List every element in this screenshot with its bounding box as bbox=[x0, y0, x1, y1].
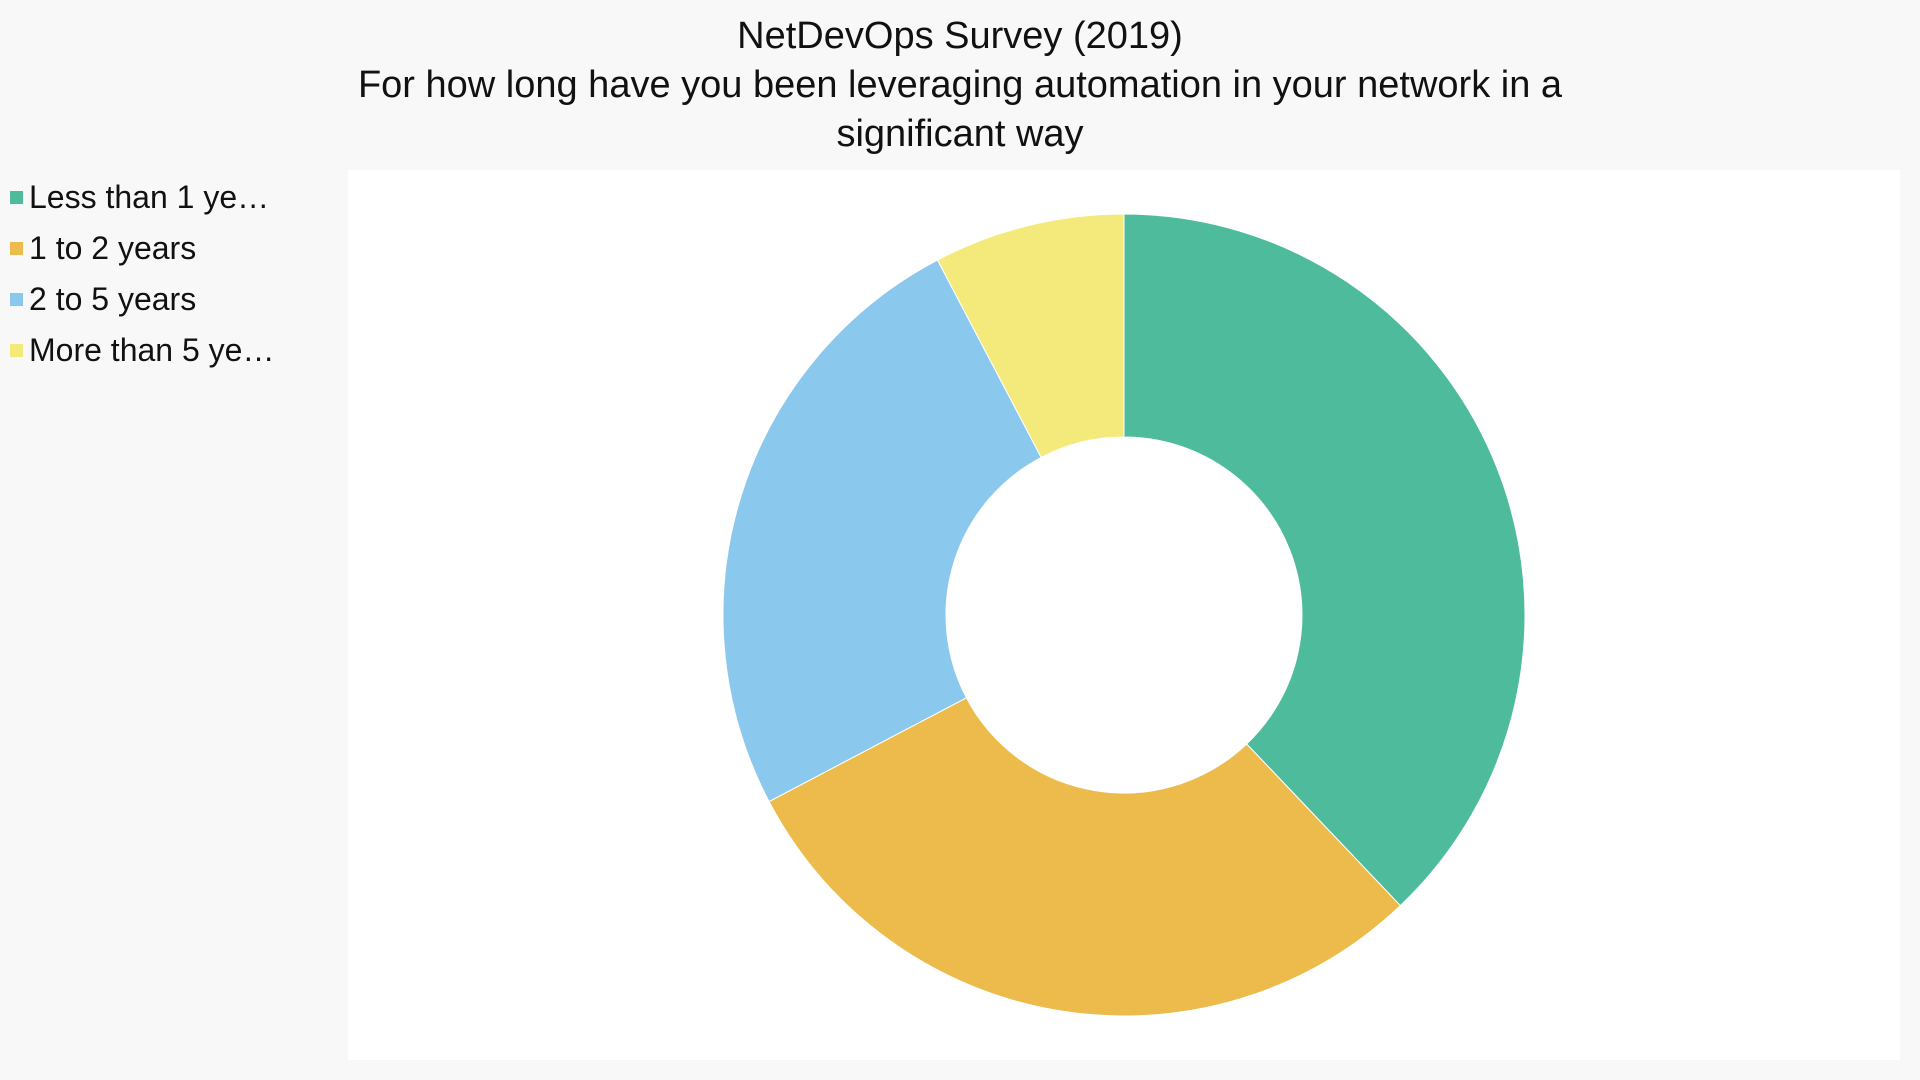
chart-subtitle-line-2: significant way bbox=[836, 113, 1084, 155]
chart-title-block: NetDevOps Survey (2019) For how long hav… bbox=[260, 12, 1660, 159]
slice-less-than-1-year bbox=[1123, 213, 1526, 907]
legend-swatch-2-to-5-years bbox=[10, 293, 23, 306]
legend-swatch-less-than-1-year bbox=[10, 191, 23, 204]
legend-item-2-to-5-years: 2 to 5 years bbox=[10, 274, 310, 325]
legend-label-less-than-1-year: Less than 1 ye… bbox=[29, 179, 270, 215]
legend: Less than 1 ye… 1 to 2 years 2 to 5 year… bbox=[10, 172, 310, 376]
slice-more-than-5-years bbox=[936, 213, 1125, 459]
slice-1-to-2-years bbox=[768, 697, 1402, 1017]
legend-label-2-to-5-years: 2 to 5 years bbox=[29, 281, 197, 317]
legend-swatch-more-than-5-years bbox=[10, 344, 23, 357]
legend-label-1-to-2-years: 1 to 2 years bbox=[29, 230, 197, 266]
legend-item-more-than-5-years: More than 5 ye… bbox=[10, 325, 310, 376]
legend-label-more-than-5-years: More than 5 ye… bbox=[29, 332, 275, 368]
legend-swatch-1-to-2-years bbox=[10, 242, 23, 255]
slice-2-to-5-years bbox=[722, 259, 1042, 803]
legend-item-less-than-1-year: Less than 1 ye… bbox=[10, 172, 310, 223]
chart-title: NetDevOps Survey (2019) bbox=[737, 15, 1183, 57]
legend-item-1-to-2-years: 1 to 2 years bbox=[10, 223, 310, 274]
chart-subtitle-line-1: For how long have you been leveraging au… bbox=[357, 64, 1563, 106]
